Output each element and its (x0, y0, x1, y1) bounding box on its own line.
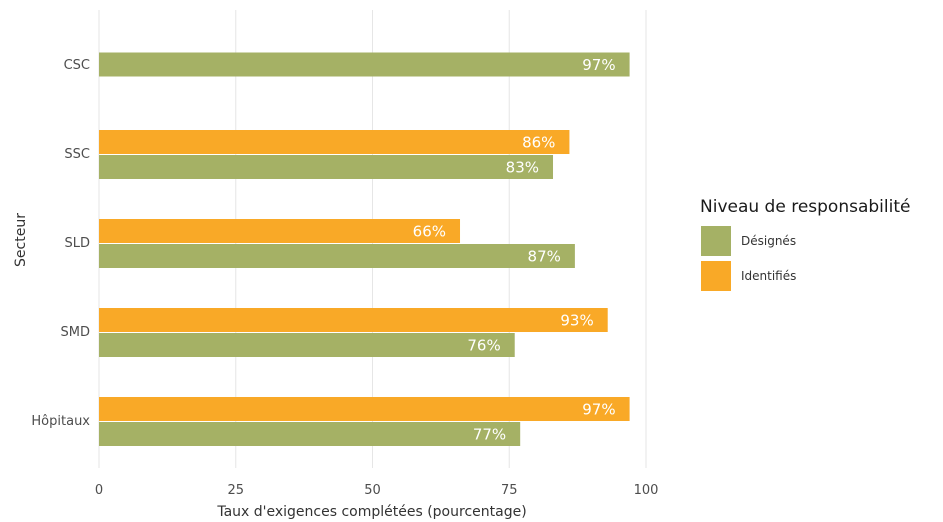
x-tick-label: 0 (95, 483, 103, 498)
legend-items: Désignés Identifiés (701, 226, 796, 291)
y-axis-title: Secteur (13, 213, 29, 267)
y-tick-label: SMD (61, 325, 90, 340)
legend-swatch (701, 261, 731, 291)
bar-value-label: 76% (467, 337, 500, 355)
y-tick-label: CSC (64, 58, 90, 73)
y-tick-label: SSC (64, 147, 90, 162)
bar-value-label: 93% (560, 312, 593, 330)
x-tick-label: 75 (501, 483, 518, 498)
x-axis-title: Taux d'exigences complétées (pourcentage… (216, 504, 526, 520)
x-tick-label: 25 (227, 483, 244, 498)
bar-value-label: 97% (582, 56, 615, 74)
bars (99, 52, 630, 446)
bar-designes (99, 422, 521, 446)
bar-designes (99, 244, 575, 268)
legend-label: Identifiés (741, 269, 796, 283)
bar-value-label: 77% (473, 426, 506, 444)
bar-identifies (99, 219, 461, 243)
bar-labels: 97% 83% 86% 87% 66% 76% 93% 77% 97% (413, 56, 616, 444)
y-tick-label: Hôpitaux (31, 414, 90, 429)
legend-label: Désignés (741, 234, 796, 248)
x-tick-label: 100 (634, 483, 659, 498)
bar-designes (99, 155, 554, 179)
legend-swatch (701, 226, 731, 256)
legend-title: Niveau de responsabilité (700, 197, 910, 217)
x-tick-label: 50 (364, 483, 381, 498)
bar-identifies (99, 130, 570, 154)
x-axis-ticks: 0 25 50 75 100 (95, 483, 659, 498)
bar-value-label: 86% (522, 134, 555, 152)
bar-value-label: 83% (506, 159, 539, 177)
y-axis-ticks: CSC SSC SLD SMD Hôpitaux (31, 58, 90, 429)
bar-designes (99, 333, 515, 357)
bar-identifies (99, 308, 608, 332)
bar-value-label: 97% (582, 401, 615, 419)
bar-value-label: 66% (413, 223, 446, 241)
y-tick-label: SLD (64, 236, 90, 251)
legend: Niveau de responsabilité Désignés Identif… (700, 197, 910, 291)
bar-identifies (99, 397, 630, 421)
bar-designes (99, 52, 630, 77)
bar-value-label: 87% (528, 248, 561, 266)
